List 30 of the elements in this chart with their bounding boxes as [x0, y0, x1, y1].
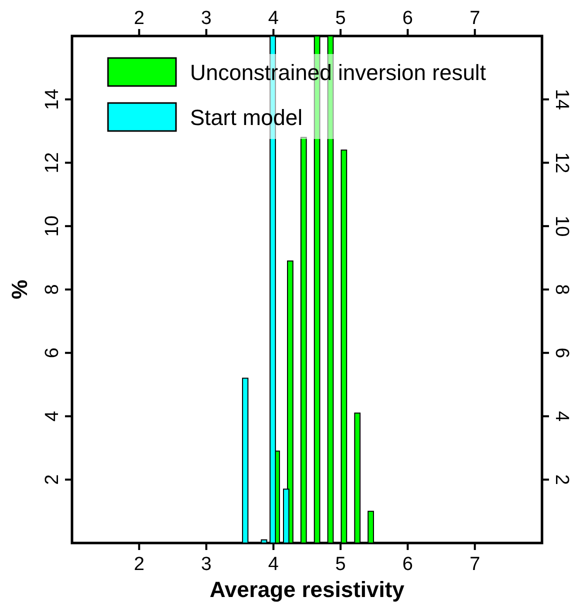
x2-tick-label: 3 [200, 554, 212, 575]
y-tick-label: 10 [42, 216, 63, 237]
x-tick-label: 5 [335, 8, 346, 29]
x2-tick-label: 6 [402, 554, 414, 575]
y-axis-title: % [7, 280, 32, 300]
y-tick-label: 6 [42, 348, 63, 358]
y2-tick-label: 8 [551, 284, 572, 295]
x2-tick-label: 5 [335, 554, 346, 575]
y2-tick-label: 10 [551, 216, 572, 237]
x2-tick-label: 2 [134, 554, 144, 575]
y2-tick-label: 2 [551, 474, 572, 485]
x-tick-label: 7 [470, 8, 480, 29]
y-tick-label: 4 [42, 410, 63, 422]
x-tick-label: 6 [402, 8, 414, 29]
x2-tick-label: 7 [470, 554, 480, 575]
legend-label: Unconstrained inversion result [190, 60, 486, 85]
x-tick-label: 2 [134, 8, 144, 29]
y-tick-label: 2 [42, 474, 63, 485]
x-axis-title: Average resistivity [210, 577, 406, 602]
x-tick-label: 3 [200, 8, 212, 29]
legend-label: Start model [190, 105, 302, 130]
x-tick-label: 4 [268, 8, 280, 29]
y2-tick-label: 4 [551, 410, 572, 422]
y2-tick-label: 12 [551, 152, 572, 174]
x2-tick-label: 4 [268, 554, 280, 575]
y-tick-label: 8 [42, 284, 63, 295]
y2-tick-label: 6 [551, 348, 572, 358]
y-tick-label: 14 [42, 88, 63, 110]
y-tick-label: 12 [42, 152, 63, 174]
y2-tick-label: 14 [551, 88, 572, 110]
